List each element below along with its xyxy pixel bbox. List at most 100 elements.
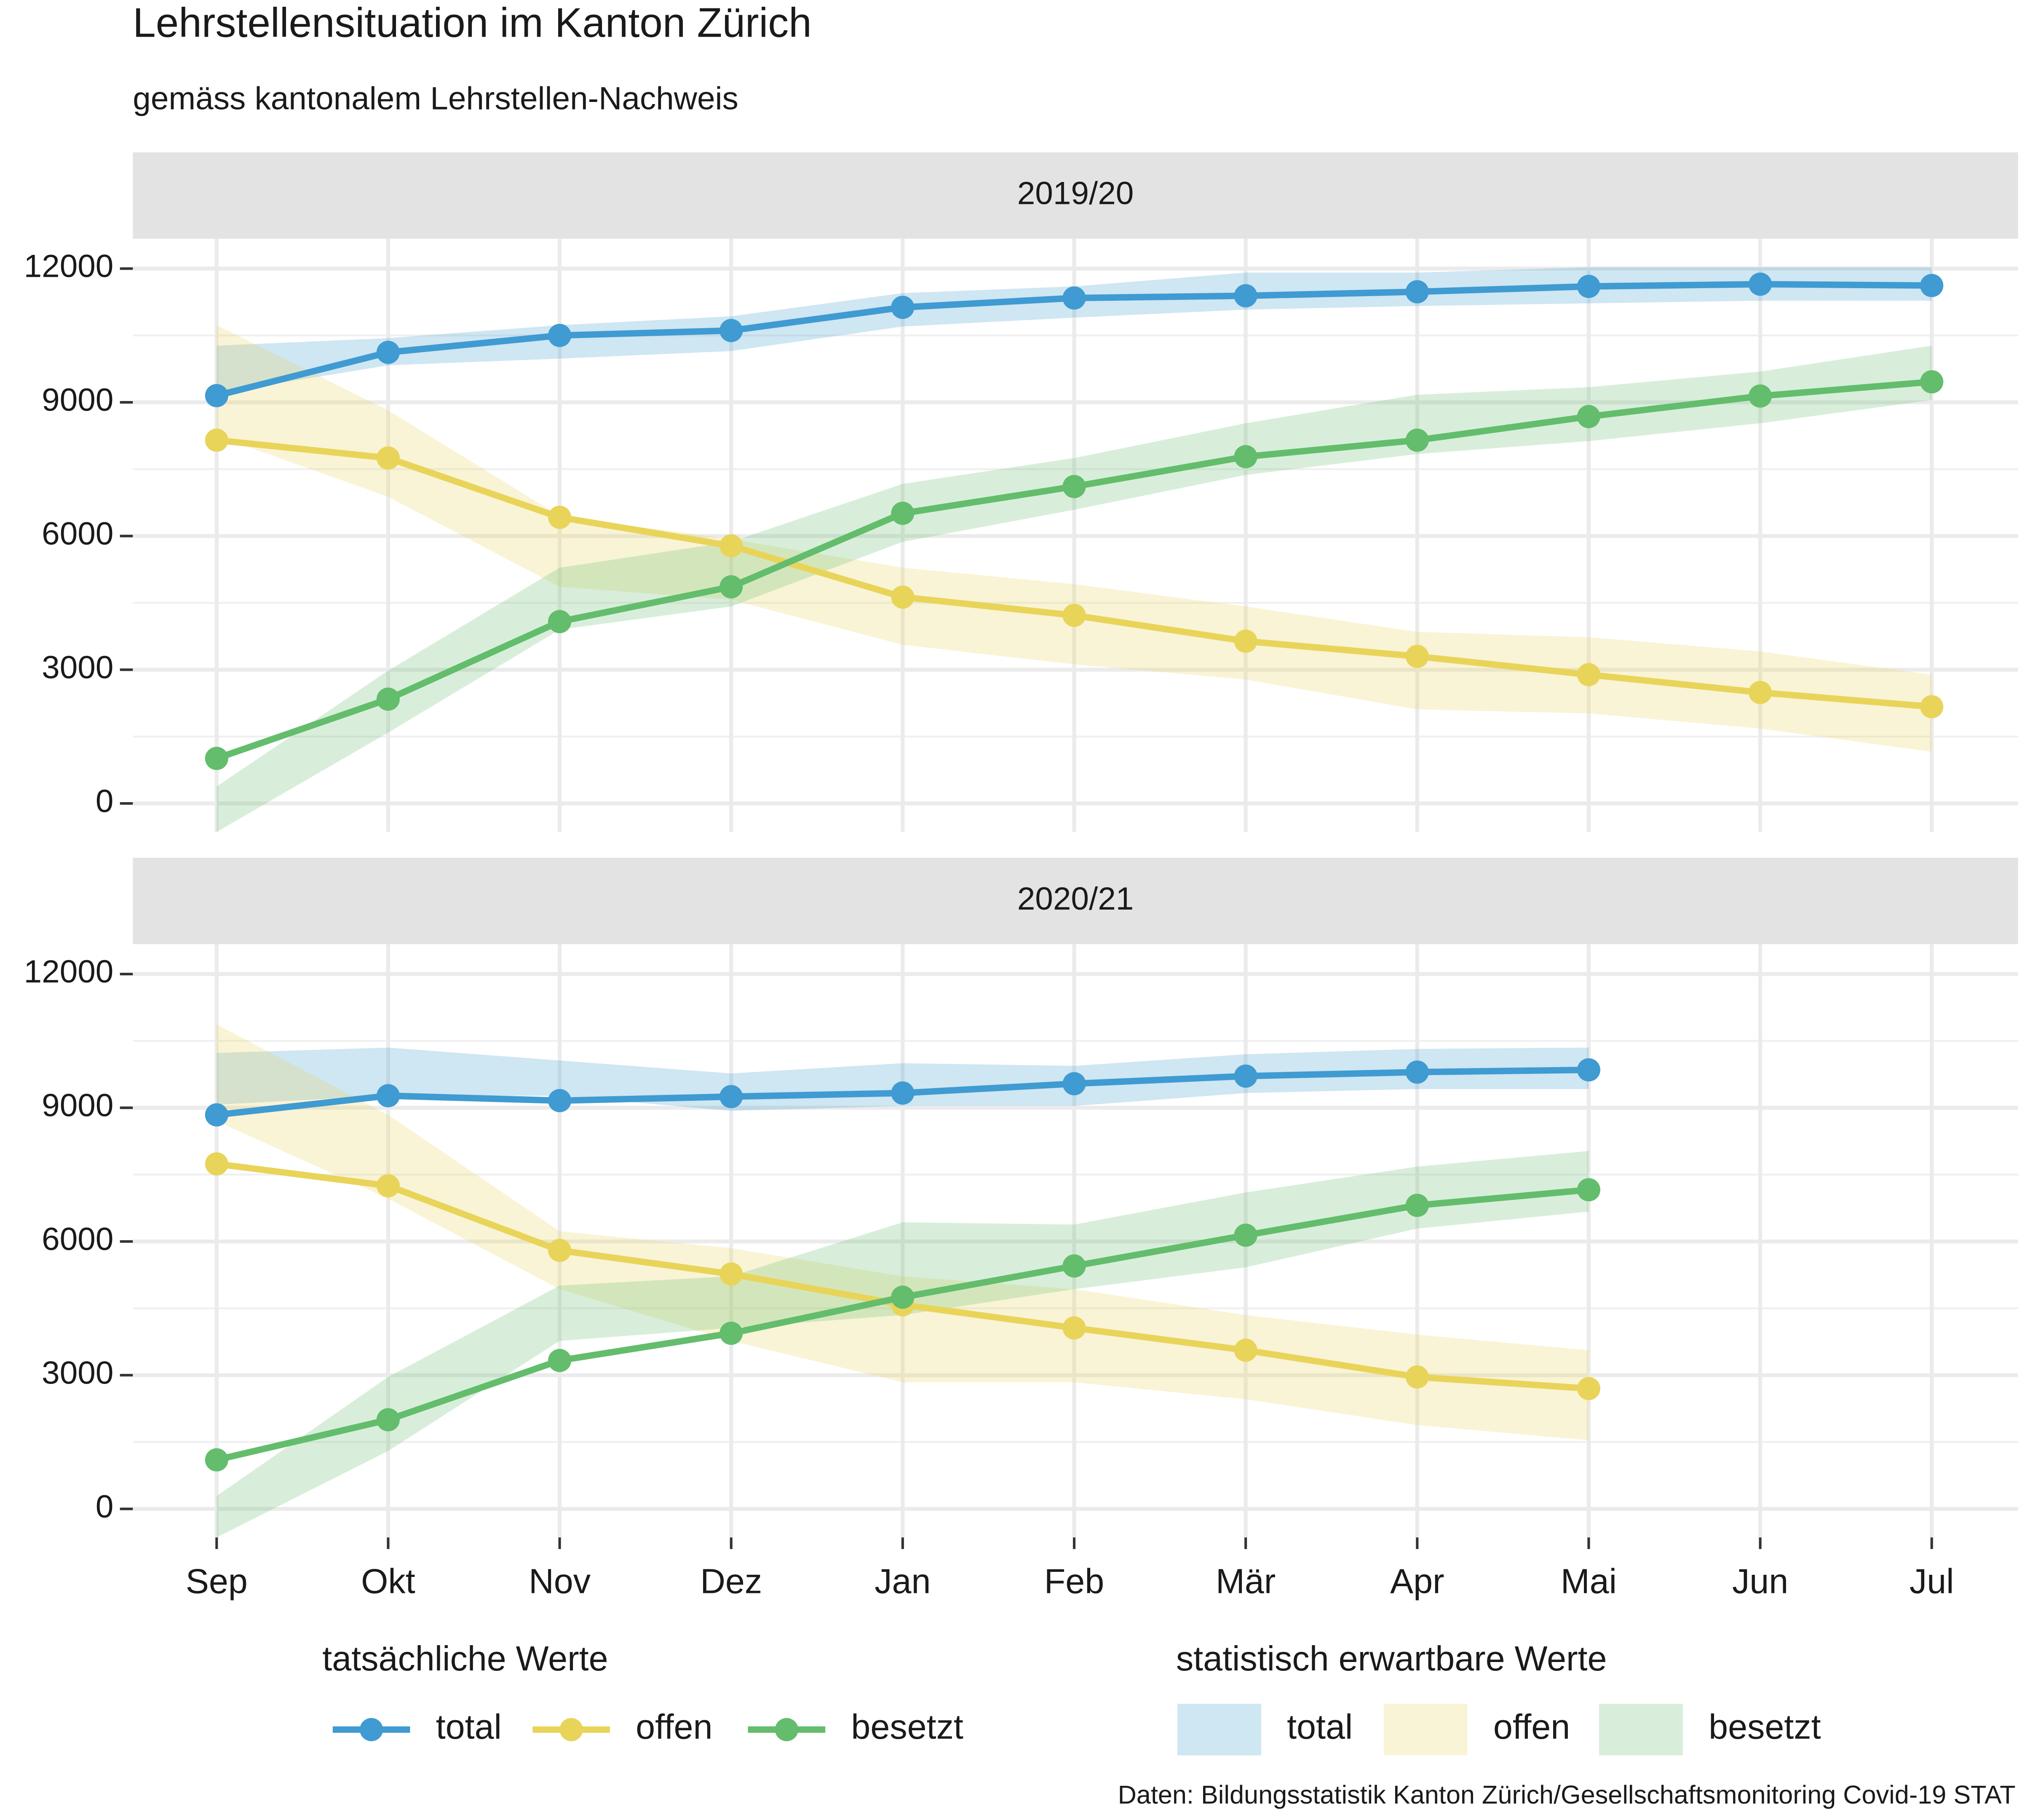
- point: [891, 296, 915, 319]
- point: [1920, 274, 1944, 297]
- y-tick-label: 6000: [42, 516, 113, 552]
- legend-title: statistisch erwartbare Werte: [1176, 1639, 1607, 1678]
- y-tick-label: 3000: [42, 1355, 113, 1391]
- legend-label: total: [1287, 1707, 1353, 1746]
- point: [719, 575, 743, 599]
- point: [891, 1285, 915, 1309]
- legend-label: besetzt: [851, 1707, 963, 1746]
- point: [1577, 663, 1600, 686]
- caption: Daten: Bildungsstatistik Kanton Zürich/G…: [1118, 1780, 2016, 1809]
- legend-point: [559, 1718, 583, 1741]
- strip-label: 2020/21: [1017, 881, 1134, 917]
- legend-swatch: [1599, 1704, 1683, 1756]
- point: [1749, 272, 1772, 296]
- point: [719, 1322, 743, 1345]
- point: [891, 585, 915, 609]
- point: [376, 446, 400, 470]
- point: [205, 1448, 228, 1472]
- y-tick-label: 12000: [24, 954, 114, 990]
- point: [1577, 405, 1600, 428]
- legend-point: [775, 1718, 798, 1741]
- point: [548, 1349, 572, 1372]
- legend-label: offen: [636, 1707, 712, 1746]
- point: [548, 324, 572, 347]
- x-tick-label: Jun: [1732, 1561, 1788, 1601]
- point: [1405, 428, 1429, 452]
- point: [205, 1152, 228, 1176]
- point: [548, 1089, 572, 1113]
- legend-label: besetzt: [1709, 1707, 1821, 1746]
- ribbon: [217, 267, 1932, 393]
- point: [1234, 629, 1257, 653]
- ribbon: [217, 325, 1932, 752]
- point: [1749, 384, 1772, 408]
- strip: [133, 858, 2018, 945]
- y-tick-label: 0: [96, 783, 114, 819]
- point: [1577, 1178, 1600, 1202]
- x-tick-label: Dez: [700, 1561, 762, 1601]
- point: [205, 1103, 228, 1127]
- legend-label: total: [436, 1707, 502, 1746]
- point: [1920, 695, 1944, 719]
- point: [719, 1262, 743, 1286]
- ribbon: [217, 1151, 1589, 1538]
- x-tick-label: Feb: [1044, 1561, 1104, 1601]
- point: [1062, 1072, 1086, 1095]
- y-tick-label: 9000: [42, 1088, 113, 1124]
- point: [1234, 1338, 1257, 1362]
- point: [1234, 1064, 1257, 1088]
- point: [1405, 1365, 1429, 1389]
- point: [1062, 604, 1086, 627]
- strip: [133, 152, 2018, 239]
- point: [891, 501, 915, 525]
- y-tick-label: 3000: [42, 650, 113, 685]
- point: [1405, 1194, 1429, 1217]
- point: [1405, 1060, 1429, 1084]
- point: [205, 747, 228, 770]
- point: [1234, 1223, 1257, 1247]
- point: [719, 1085, 743, 1108]
- point: [1920, 370, 1944, 393]
- point: [1062, 286, 1086, 310]
- point: [1577, 1058, 1600, 1082]
- point: [1234, 445, 1257, 468]
- point: [1577, 1377, 1600, 1400]
- chart-subtitle: gemäss kantonalem Lehrstellen-Nachweis: [133, 80, 738, 116]
- x-tick-label: Jan: [875, 1561, 931, 1601]
- strip-label: 2019/20: [1017, 175, 1134, 211]
- y-tick-label: 9000: [42, 382, 113, 418]
- point: [376, 1084, 400, 1108]
- panel: [133, 238, 2018, 832]
- point: [548, 1239, 572, 1262]
- point: [376, 1408, 400, 1432]
- x-tick-label: Nov: [529, 1561, 591, 1601]
- point: [891, 1081, 915, 1105]
- y-tick-label: 0: [96, 1489, 114, 1525]
- ribbon: [217, 1024, 1589, 1440]
- legend-swatch: [1177, 1704, 1261, 1756]
- point: [1405, 280, 1429, 304]
- point: [205, 384, 228, 407]
- legend-swatch: [1383, 1704, 1468, 1756]
- legend-point: [360, 1718, 383, 1741]
- x-tick-label: Jul: [1910, 1561, 1954, 1601]
- x-tick-label: Sep: [186, 1561, 248, 1601]
- point: [548, 610, 572, 633]
- point: [376, 687, 400, 711]
- point: [1062, 475, 1086, 498]
- y-tick-label: 6000: [42, 1221, 113, 1257]
- legend-label: offen: [1493, 1707, 1570, 1746]
- point: [719, 534, 743, 558]
- point: [719, 319, 743, 343]
- x-tick-label: Mär: [1216, 1561, 1276, 1601]
- y-tick-label: 12000: [24, 249, 114, 284]
- point: [1062, 1254, 1086, 1278]
- point: [1234, 284, 1257, 308]
- point: [205, 428, 228, 452]
- point: [376, 340, 400, 364]
- point: [548, 506, 572, 529]
- point: [1405, 645, 1429, 668]
- panel: [133, 944, 2018, 1538]
- x-tick-label: Okt: [361, 1561, 415, 1601]
